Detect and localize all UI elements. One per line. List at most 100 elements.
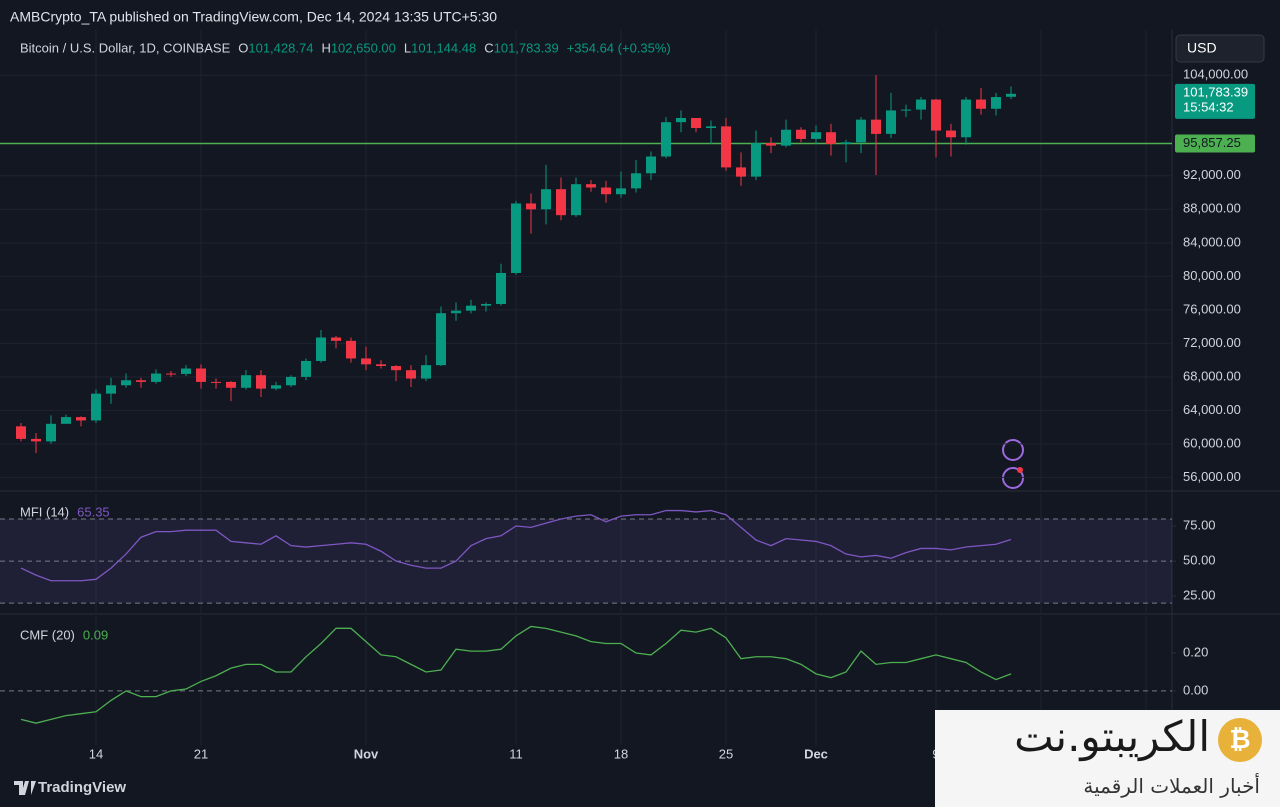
- candle-body: [661, 122, 671, 157]
- x-tick-label: Nov: [354, 746, 379, 761]
- y-tick-label: 50.00: [1183, 553, 1216, 568]
- ohlc-key: C: [484, 40, 493, 55]
- candle-body: [211, 381, 221, 383]
- x-tick-label: Dec: [804, 746, 828, 761]
- ohlc-value: 101,428.74: [248, 40, 313, 55]
- candle-body: [496, 272, 506, 304]
- y-tick-label: 68,000.00: [1183, 368, 1241, 383]
- watermark-coin: ₿: [1218, 718, 1262, 762]
- candle-body: [751, 143, 761, 177]
- indicator-value: 65.35: [77, 504, 110, 519]
- candle-body: [421, 365, 431, 379]
- candle-body: [781, 129, 791, 146]
- candle-body: [106, 385, 116, 394]
- candle-body: [991, 97, 1001, 109]
- candle-body: [961, 99, 971, 138]
- x-tick-label: 11: [509, 746, 523, 761]
- publisher-header: AMBCrypto_TA published on TradingView.co…: [10, 9, 497, 25]
- candle-body: [616, 188, 626, 195]
- candle-body: [241, 375, 251, 388]
- candle-body: [316, 337, 326, 361]
- currency-label[interactable]: USD: [1187, 40, 1217, 56]
- candle-body: [286, 376, 296, 386]
- candle-body: [841, 142, 851, 144]
- candle-body: [736, 167, 746, 177]
- indicator-title: CMF (20): [20, 627, 75, 642]
- candle-body: [856, 119, 866, 143]
- candle-body: [691, 117, 701, 129]
- candle-body: [271, 385, 281, 389]
- last-price-box: [1175, 83, 1255, 119]
- candle-body: [766, 143, 776, 146]
- candle-body: [976, 99, 986, 109]
- y-tick-label: 60,000.00: [1183, 435, 1241, 450]
- y-tick-label: 72,000.00: [1183, 335, 1241, 350]
- candle-body: [226, 381, 236, 388]
- candle-body: [646, 156, 656, 174]
- candle-body: [481, 303, 491, 306]
- ohlc-key: O: [238, 40, 248, 55]
- y-tick-label: 0.20: [1183, 644, 1208, 659]
- x-tick-label: 14: [89, 746, 103, 761]
- y-tick-label: 92,000.00: [1183, 167, 1241, 182]
- candle-body: [31, 438, 41, 442]
- event-icon[interactable]: [1002, 439, 1024, 461]
- y-tick-label: 84,000.00: [1183, 234, 1241, 249]
- x-tick-label: 25: [719, 746, 733, 761]
- candle-body: [451, 310, 461, 314]
- x-tick-label: 18: [614, 746, 628, 761]
- y-tick-label: 80,000.00: [1183, 268, 1241, 283]
- level-label-box: [1175, 134, 1255, 153]
- y-tick-label: 56,000.00: [1183, 469, 1241, 484]
- candle-body: [346, 340, 356, 359]
- last-price-label: 101,783.39: [1183, 84, 1248, 99]
- candle-body: [46, 423, 56, 442]
- y-tick-label: 64,000.00: [1183, 402, 1241, 417]
- currency-button[interactable]: [1175, 34, 1265, 63]
- candle-body: [91, 393, 101, 421]
- candle-body: [721, 126, 731, 168]
- ohlc-value: 101,144.48: [411, 40, 476, 55]
- candle-body: [256, 375, 266, 389]
- candle-body: [61, 417, 71, 424]
- indicator-line: [20, 509, 1012, 582]
- candle-body: [796, 129, 806, 139]
- candle-body: [886, 110, 896, 134]
- indicator-title: MFI (14): [20, 504, 69, 519]
- candle-body: [631, 173, 641, 189]
- y-tick-label: 0.00: [1183, 682, 1208, 697]
- ohlc-key: H: [321, 40, 330, 55]
- brand-logo: [14, 781, 36, 795]
- candle-body: [331, 337, 341, 341]
- indicator-line: [20, 625, 1012, 724]
- candle-body: [706, 126, 716, 129]
- candle-body: [406, 370, 416, 379]
- watermark-subtitle: أخبار العملات الرقمية: [1083, 774, 1260, 798]
- candle-body: [571, 184, 581, 216]
- y-tick-label: 104,000.00: [1183, 67, 1248, 82]
- candle-body: [586, 184, 596, 188]
- candle-body: [16, 426, 26, 439]
- candle-body: [376, 364, 386, 366]
- countdown-label: 15:54:32: [1183, 99, 1234, 114]
- watermark-title: الكريبتو.نت: [1014, 712, 1210, 761]
- candle-body: [871, 119, 881, 134]
- candle-body: [826, 132, 836, 144]
- y-tick-label: 75.00: [1183, 517, 1216, 532]
- candle-body: [76, 417, 86, 421]
- candle-body: [361, 358, 371, 365]
- candle-body: [166, 373, 176, 375]
- candle-body: [151, 373, 161, 382]
- event-badge: [1017, 467, 1023, 473]
- candle-body: [901, 109, 911, 111]
- candle-body: [136, 380, 146, 382]
- event-icon[interactable]: [1002, 467, 1024, 489]
- candle-body: [601, 187, 611, 195]
- candle-body: [676, 117, 686, 123]
- candle-body: [556, 189, 566, 216]
- candle-body: [301, 360, 311, 377]
- candle-body: [916, 99, 926, 110]
